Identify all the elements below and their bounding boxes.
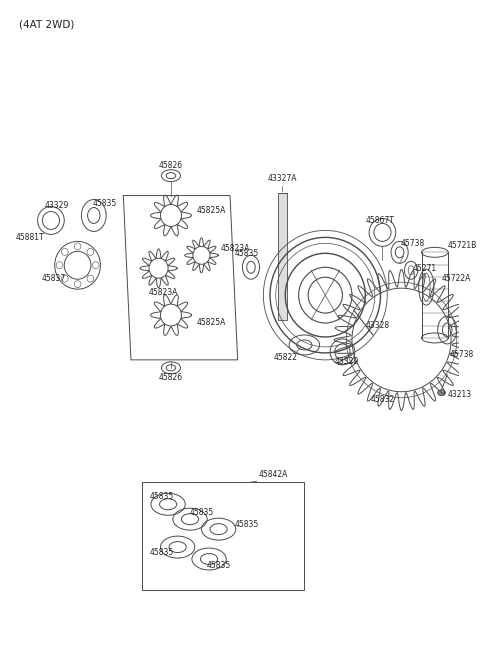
Text: 45837: 45837 [42, 274, 66, 283]
Text: 45835: 45835 [92, 199, 117, 208]
Text: 43329: 43329 [335, 358, 360, 366]
Text: 45826: 45826 [159, 161, 183, 170]
Text: 43213: 43213 [447, 390, 471, 400]
Text: 45825A: 45825A [197, 318, 226, 327]
Text: 43328: 43328 [366, 321, 390, 329]
Text: 45738: 45738 [449, 350, 473, 359]
Text: 45835: 45835 [235, 249, 259, 258]
Bar [143, 482, 304, 590]
Text: (4AT 2WD): (4AT 2WD) [19, 19, 74, 30]
Text: 45835: 45835 [189, 508, 214, 517]
Text: 45722A: 45722A [442, 274, 471, 283]
Text: 45832: 45832 [371, 395, 395, 404]
Text: 45826: 45826 [159, 373, 183, 382]
Text: 45823A: 45823A [149, 287, 178, 297]
Text: 45835: 45835 [149, 548, 174, 556]
Text: 45271: 45271 [412, 264, 436, 273]
Text: 45835: 45835 [206, 562, 231, 571]
Text: 45867T: 45867T [366, 216, 395, 225]
Text: 45835: 45835 [149, 492, 174, 501]
Text: 45738: 45738 [401, 239, 425, 248]
Text: 45825A: 45825A [197, 206, 226, 215]
Ellipse shape [438, 390, 445, 396]
Text: 45835: 45835 [235, 520, 259, 529]
Text: 45822: 45822 [273, 354, 297, 362]
Text: 45721B: 45721B [447, 241, 477, 250]
Text: 43327A: 43327A [268, 174, 297, 183]
Bar [277, 193, 287, 320]
Text: 45823A: 45823A [220, 244, 250, 253]
Text: 45842A: 45842A [258, 470, 288, 479]
Text: 45881T: 45881T [16, 233, 44, 242]
Text: 43329: 43329 [45, 201, 69, 210]
